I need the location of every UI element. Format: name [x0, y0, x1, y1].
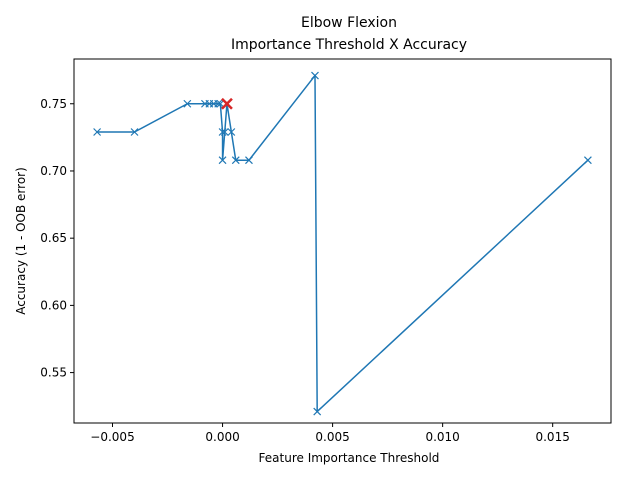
series-line	[97, 74, 589, 413]
data-point	[245, 156, 253, 165]
plot-frame	[73, 58, 612, 424]
data-point	[311, 71, 319, 80]
highlight-point	[221, 97, 233, 110]
x-tick-label: 0.015	[535, 430, 569, 444]
y-tick-label: 0.70	[40, 164, 67, 178]
data-point	[218, 156, 227, 165]
x-tick-label: 0.010	[425, 430, 459, 444]
data-point	[227, 128, 236, 136]
y-tick-label: 0.55	[40, 366, 67, 380]
y-axis-label: Accuracy (1 - OOB error)	[14, 167, 28, 315]
axis-ticks: −0.005 0.000 0.005 0.010 0.015 0.55 0.60 0.65 0.…	[40, 97, 570, 444]
chart-subtitle: Importance Threshold X Accuracy	[231, 37, 467, 53]
x-tick-label: 0.005	[315, 430, 349, 444]
data-point	[583, 156, 592, 165]
y-tick-label: 0.60	[40, 298, 67, 312]
y-tick-label: 0.65	[40, 231, 67, 245]
x-axis-label: Feature Importance Threshold	[259, 451, 440, 465]
data-point	[313, 407, 322, 416]
data-point	[214, 99, 223, 108]
data-point	[218, 128, 227, 136]
data-point	[220, 128, 229, 136]
series-group	[93, 71, 592, 416]
x-tick-label: −0.005	[90, 430, 134, 444]
y-tick-label: 0.75	[40, 97, 67, 111]
x-tick-label: 0.000	[205, 430, 239, 444]
data-point	[183, 99, 192, 108]
data-point	[216, 99, 225, 108]
chart-title: Elbow Flexion	[301, 15, 397, 31]
data-point	[93, 128, 102, 136]
data-point	[231, 156, 240, 165]
data-point	[130, 128, 139, 136]
